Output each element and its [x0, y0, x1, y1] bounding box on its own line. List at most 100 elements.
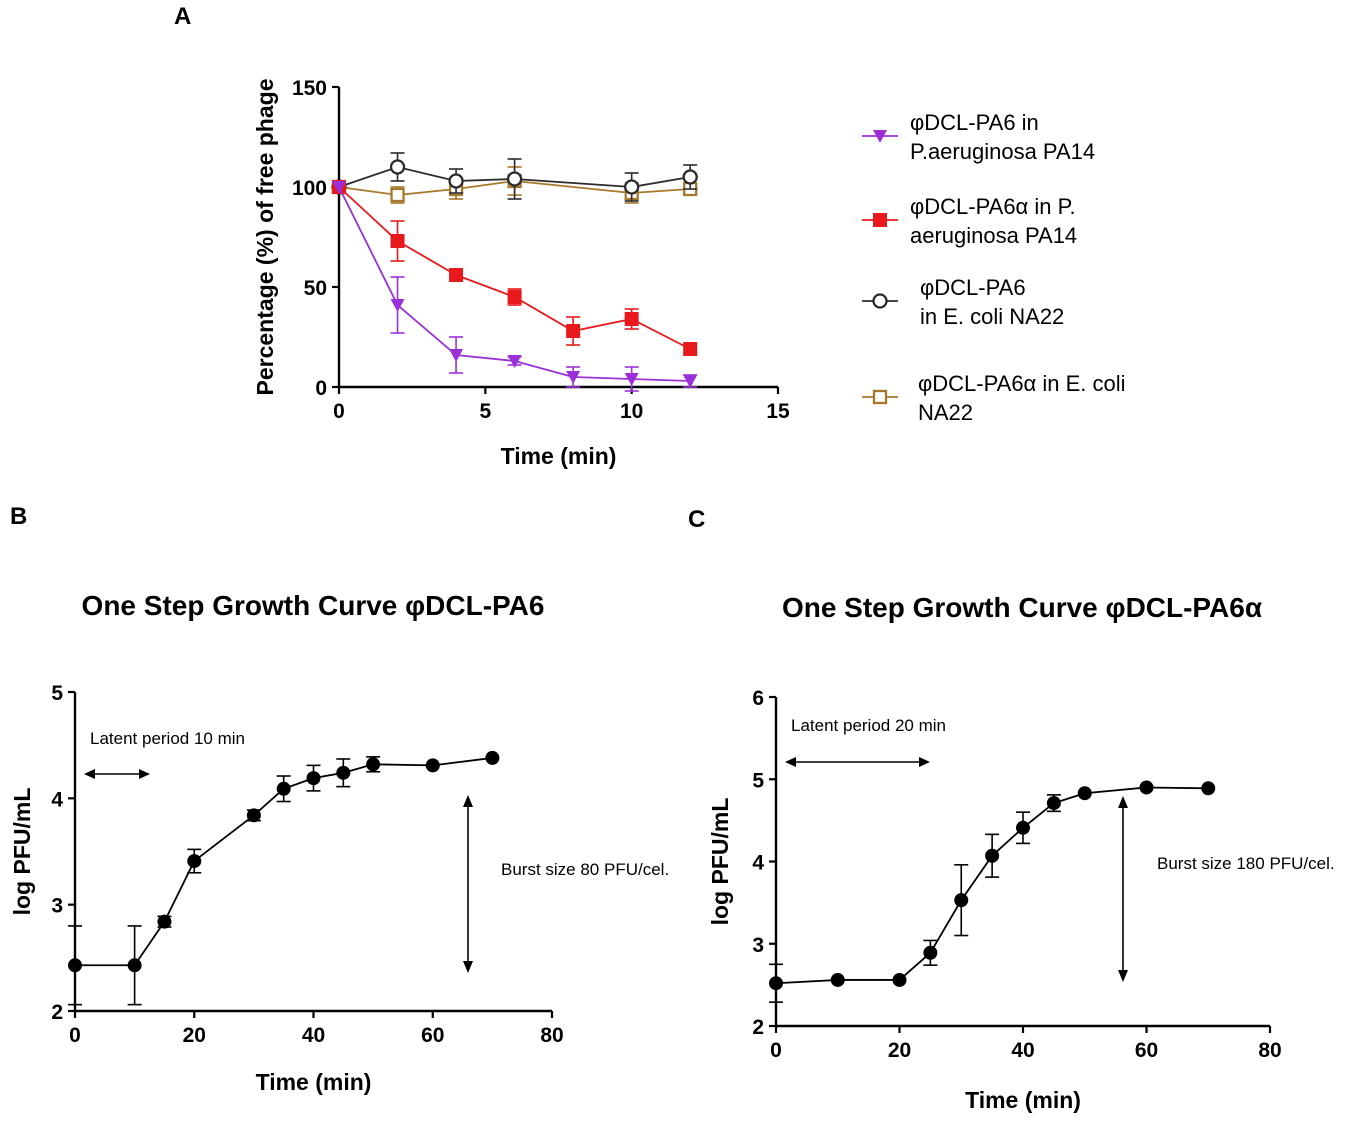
data-point: [449, 349, 464, 362]
chart-a-legend: φDCL-PA6 in P.aeruginosa PA14 φDCL-PA6α in…: [862, 110, 1126, 425]
chart-c-growth-curve: One Step Growth Curve φDCL-PA6α 0 20 40 60 80…: [707, 592, 1335, 1113]
y-tick-label: 5: [51, 682, 63, 705]
data-point: [624, 179, 640, 195]
legend-swatch-marker: [873, 130, 887, 143]
y-axis-label: log PFU/mL: [9, 788, 35, 916]
panel-letter-c: C: [688, 506, 705, 533]
y-tick-label: 150: [292, 77, 327, 100]
x-tick-label: 60: [1135, 1039, 1158, 1062]
legend-label-line2: P.aeruginosa PA14: [910, 139, 1095, 164]
burst-size-arrow-head-bottom: [463, 961, 473, 973]
x-axis-label: Time (min): [501, 443, 617, 469]
x-axis-label: Time (min): [256, 1069, 372, 1095]
x-tick-label: 0: [69, 1024, 81, 1047]
legend-swatch-marker: [872, 293, 888, 309]
burst-size-arrow-head-top: [1118, 796, 1128, 808]
legend-label-line1: φDCL-PA6: [920, 275, 1026, 300]
data-point: [985, 848, 1000, 863]
y-axis-label: Percentage (%) of free phage: [252, 79, 278, 396]
series-line: [338, 180, 691, 196]
legend-swatch-marker: [873, 213, 887, 227]
data-point: [366, 757, 381, 772]
x-tick-label: 10: [620, 400, 643, 423]
latent-period-arrow-head-left: [785, 757, 796, 767]
x-tick-label: 60: [421, 1024, 444, 1047]
x-tick-label: 40: [1011, 1039, 1034, 1062]
data-point: [187, 854, 202, 869]
data-point: [127, 958, 142, 973]
data-point: [624, 312, 639, 326]
data-point: [1201, 781, 1216, 796]
burst-size-annotation: Burst size 80 PFU/cel.: [501, 860, 669, 879]
chart-title: One Step Growth Curve φDCL-PA6: [82, 590, 545, 621]
data-point: [390, 187, 405, 203]
y-tick-label: 50: [304, 277, 327, 300]
data-point: [390, 234, 405, 248]
data-point: [449, 268, 464, 282]
y-tick-label: 100: [292, 177, 327, 200]
x-tick-label: 80: [1258, 1039, 1281, 1062]
data-point: [390, 299, 405, 312]
latent-period-arrow-head-left: [84, 769, 95, 779]
latent-period-arrow-head-right: [919, 757, 930, 767]
y-axis-label: log PFU/mL: [707, 798, 733, 926]
latent-period-arrow-head-right: [139, 769, 150, 779]
y-tick-label: 3: [752, 934, 764, 957]
data-point: [276, 781, 291, 796]
legend-label-line2: aeruginosa PA14: [910, 223, 1077, 248]
y-tick-label: 3: [51, 895, 63, 918]
data-point: [448, 173, 464, 189]
y-tick-label: 4: [752, 852, 764, 875]
data-point: [1139, 780, 1154, 795]
data-point: [682, 169, 698, 185]
legend-label-line1: φDCL-PA6 in: [910, 110, 1039, 135]
data-point: [506, 171, 523, 187]
series-line: [338, 186, 691, 382]
x-axis-label: Time (min): [965, 1087, 1081, 1113]
data-point: [1016, 820, 1030, 835]
data-point: [954, 893, 969, 908]
data-point: [566, 371, 581, 384]
y-tick-label: 2: [51, 1001, 63, 1024]
series-line: [338, 166, 691, 188]
data-point: [68, 958, 82, 973]
x-tick-label: 15: [766, 400, 790, 423]
data-point: [769, 976, 783, 991]
data-point: [425, 758, 440, 773]
burst-size-arrow-head-top: [463, 795, 473, 807]
burst-size-annotation: Burst size 180 PFU/cel.: [1157, 854, 1335, 873]
y-tick-label: 4: [51, 788, 63, 811]
data-point: [1077, 786, 1092, 801]
y-tick-label: 2: [752, 1016, 764, 1039]
data-point: [892, 972, 907, 987]
data-point: [306, 771, 321, 786]
data-point: [507, 290, 522, 304]
data-point: [624, 373, 639, 386]
data-point: [1046, 796, 1061, 811]
data-point: [485, 750, 500, 765]
latent-period-annotation: Latent period 10 min: [90, 729, 245, 748]
chart-title: One Step Growth Curve φDCL-PA6α: [782, 592, 1262, 623]
data-point: [336, 765, 351, 780]
x-tick-label: 80: [540, 1024, 563, 1047]
x-tick-label: 20: [183, 1024, 206, 1047]
legend-label-line2: NA22: [918, 400, 973, 425]
chart-b-growth-curve: One Step Growth Curve φDCL-PA6 0 20 40 60 80 2…: [9, 590, 669, 1095]
series-line: [775, 786, 1209, 985]
data-point: [923, 945, 938, 960]
y-tick-label: 6: [752, 687, 764, 710]
data-point: [507, 355, 522, 368]
panel-letter-b: B: [10, 503, 27, 530]
x-tick-label: 5: [479, 400, 491, 423]
x-tick-label: 0: [770, 1039, 782, 1062]
panel-letter-a: A: [174, 3, 191, 30]
data-point: [566, 324, 581, 338]
data-point: [157, 914, 172, 929]
legend-label-line1: φDCL-PA6α in P.: [910, 194, 1076, 219]
data-point: [830, 972, 845, 987]
legend-swatch-marker: [872, 389, 888, 405]
data-point: [332, 181, 346, 194]
x-tick-label: 0: [333, 400, 345, 423]
